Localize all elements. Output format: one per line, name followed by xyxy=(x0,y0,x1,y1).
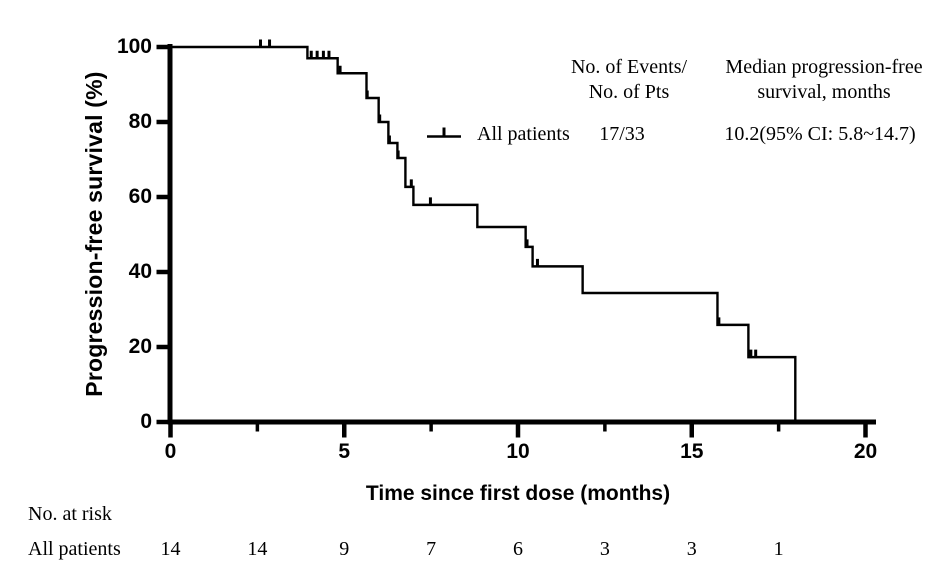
y-tick-label: 40 xyxy=(128,260,152,283)
risk-table-title: No. at risk xyxy=(28,503,112,525)
x-tick-label: 20 xyxy=(853,440,878,463)
y-tick-label: 0 xyxy=(140,410,152,433)
y-tick-label: 100 xyxy=(116,35,152,58)
risk-count: 1 xyxy=(773,538,784,560)
y-tick-label: 20 xyxy=(128,335,152,358)
legend-series-label: All patients xyxy=(477,123,570,145)
y-tick-label: 80 xyxy=(128,110,152,133)
y-tick-label: 60 xyxy=(128,185,152,208)
risk-count: 3 xyxy=(599,538,610,560)
risk-count: 9 xyxy=(339,538,350,560)
censored-step-line-icon xyxy=(427,127,461,138)
risk-table-row-label: All patients xyxy=(28,538,121,560)
risk-count: 6 xyxy=(513,538,523,560)
risk-count: 14 xyxy=(160,538,181,560)
risk-count: 14 xyxy=(247,538,268,560)
x-tick-label: 5 xyxy=(338,440,351,463)
legend-median-value: 10.2(95% CI: 5.8~14.7) xyxy=(724,123,916,145)
median-header-line1: Median progression-free xyxy=(725,56,923,78)
x-tick-label: 0 xyxy=(164,440,177,463)
y-axis-title: Progression-free survival (%) xyxy=(81,71,107,397)
x-axis-title: Time since first dose (months) xyxy=(365,482,671,505)
events-header-line2: No. of Pts xyxy=(588,81,670,103)
median-header-line2: survival, months xyxy=(757,81,891,103)
risk-count: 7 xyxy=(426,538,437,560)
legend-events-value: 17/33 xyxy=(599,123,645,145)
x-tick-label: 15 xyxy=(680,440,704,463)
events-header-line1: No. of Events/ xyxy=(570,56,688,78)
events-column-header: No. of Events/ No. of Pts xyxy=(529,55,729,105)
median-column-header: Median progression-free survival, months xyxy=(694,55,931,105)
risk-count: 3 xyxy=(686,538,697,560)
x-tick-label: 10 xyxy=(506,440,530,463)
